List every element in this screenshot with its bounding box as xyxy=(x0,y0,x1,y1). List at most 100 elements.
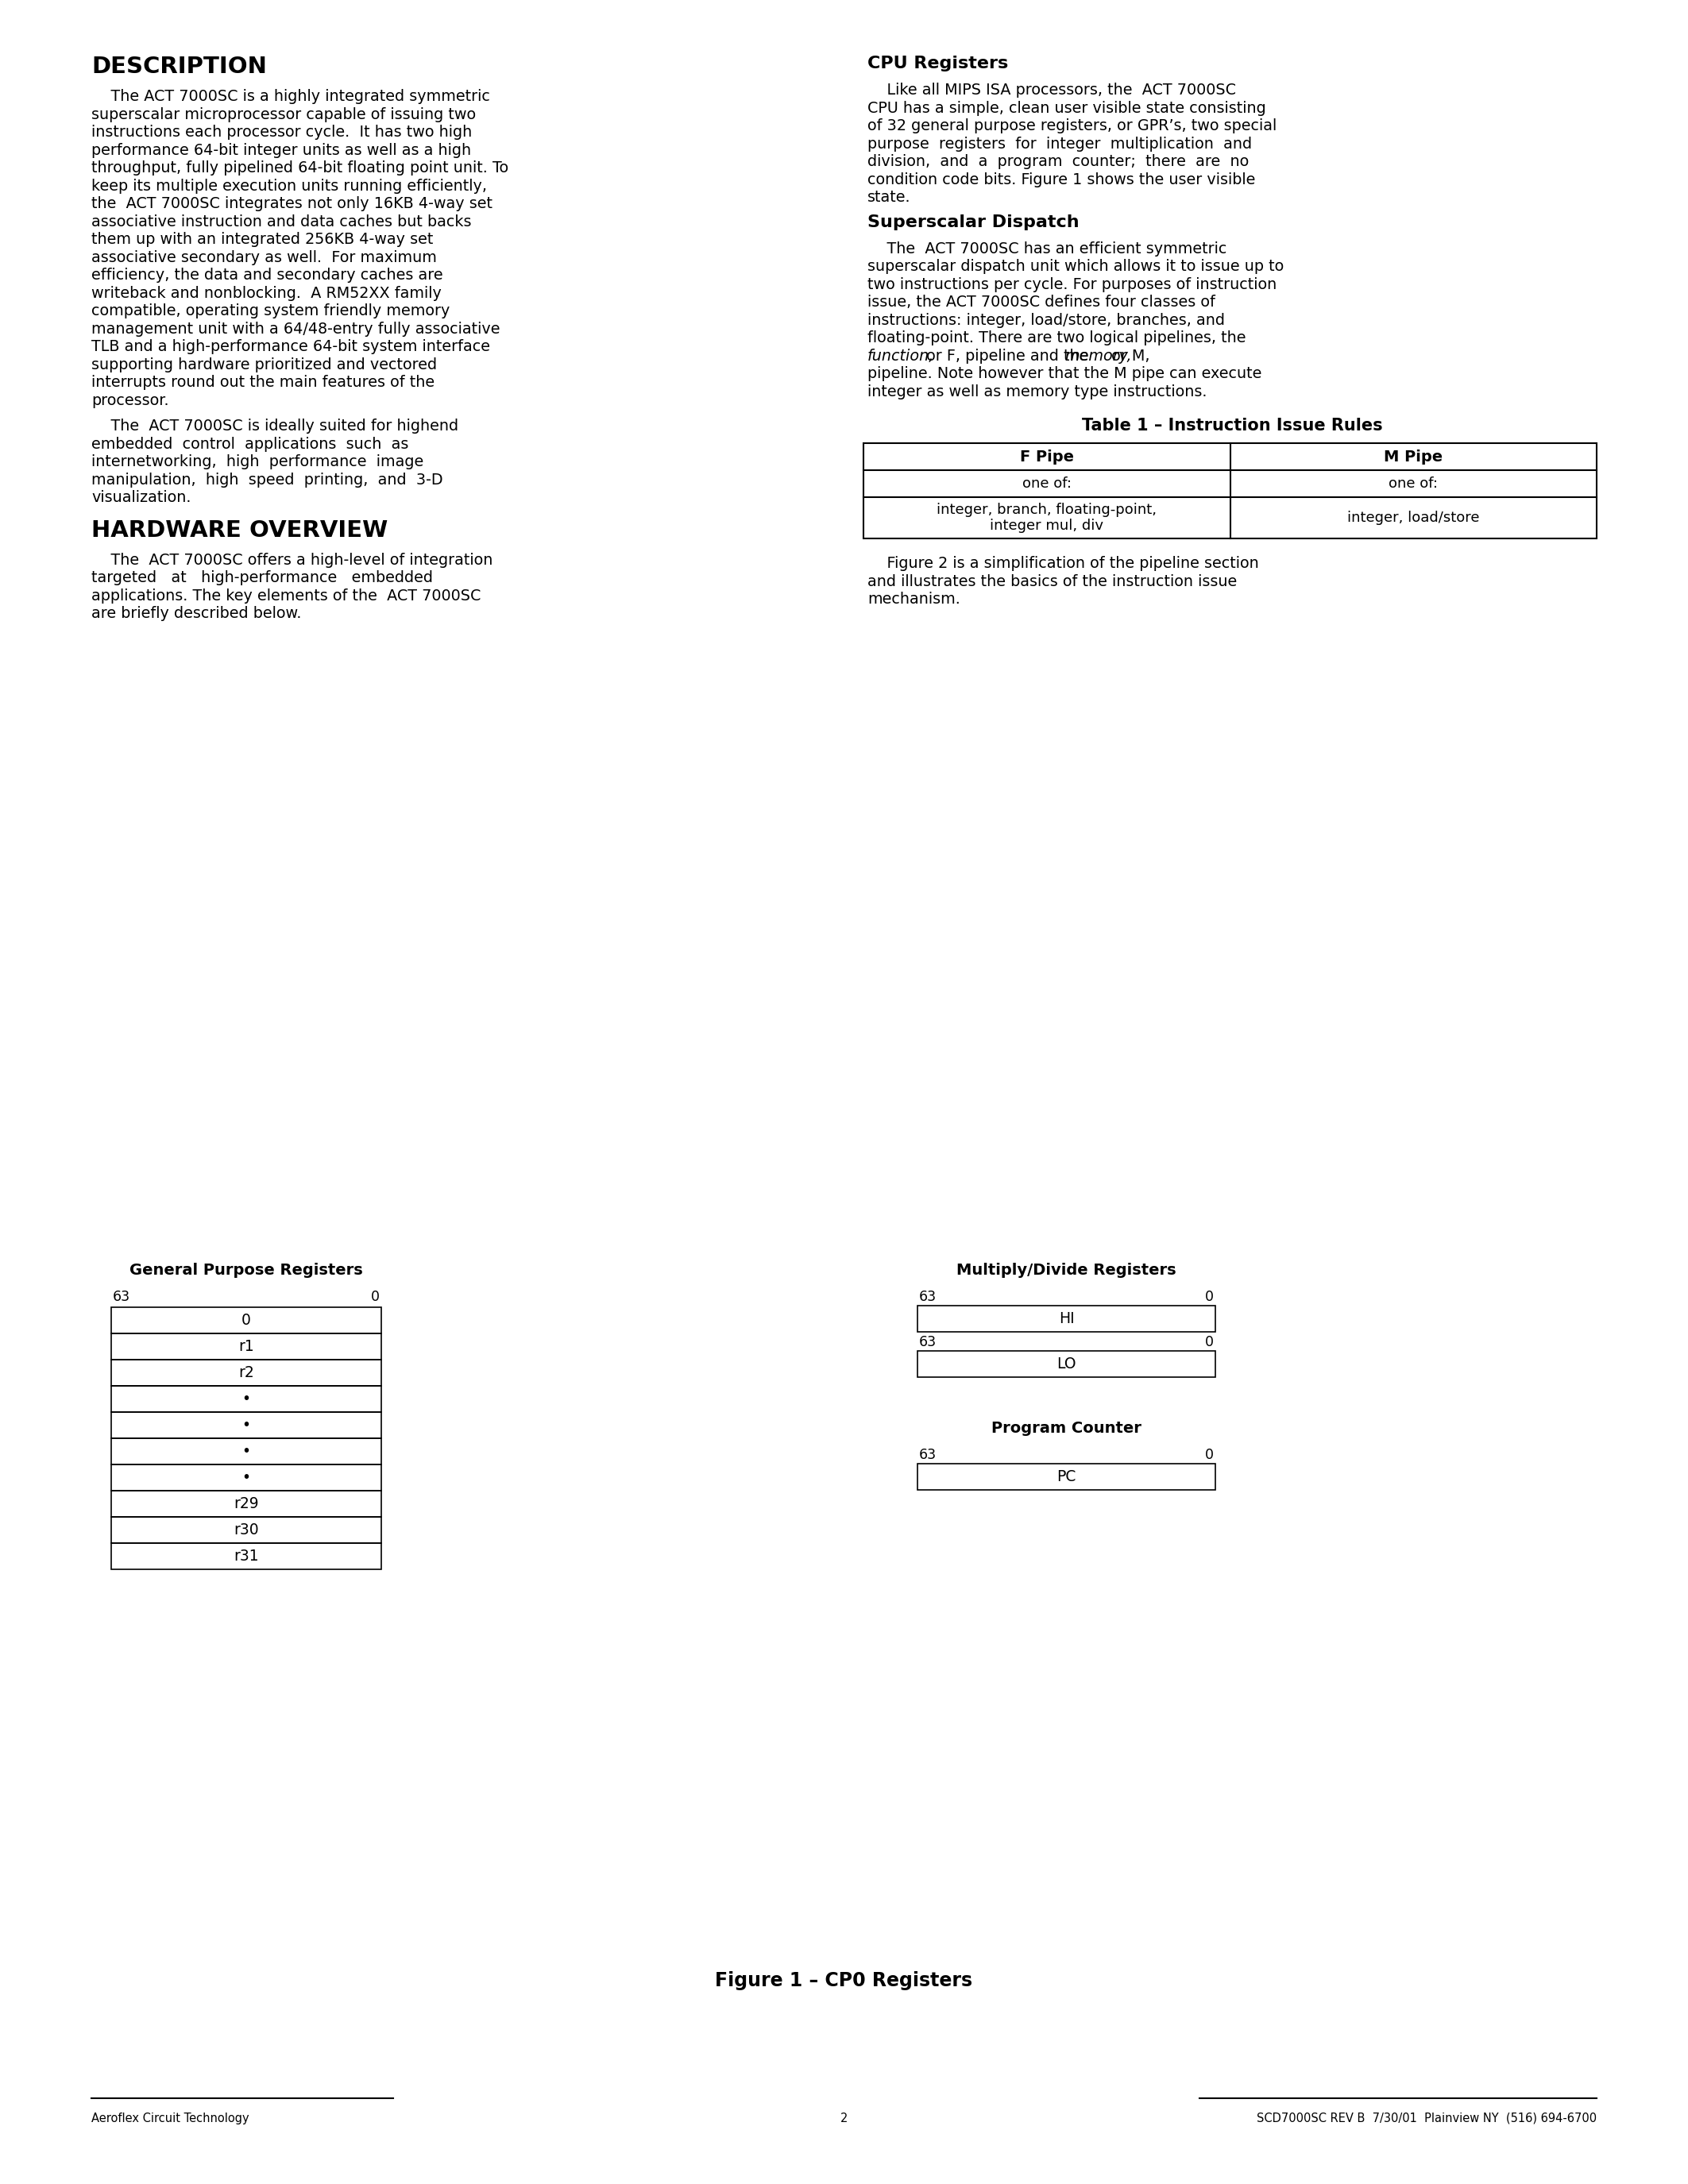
Text: condition code bits. Figure 1 shows the user visible: condition code bits. Figure 1 shows the … xyxy=(868,173,1256,188)
Text: associative instruction and data caches but backs: associative instruction and data caches … xyxy=(91,214,471,229)
Text: M Pipe: M Pipe xyxy=(1384,450,1443,465)
Text: associative secondary as well.  For maximum: associative secondary as well. For maxim… xyxy=(91,249,437,264)
Text: two instructions per cycle. For purposes of instruction: two instructions per cycle. For purposes… xyxy=(868,277,1276,293)
Text: superscalar microprocessor capable of issuing two: superscalar microprocessor capable of is… xyxy=(91,107,476,122)
Text: The  ACT 7000SC offers a high-level of integration: The ACT 7000SC offers a high-level of in… xyxy=(91,553,493,568)
Text: The  ACT 7000SC is ideally suited for highend: The ACT 7000SC is ideally suited for hig… xyxy=(91,419,459,435)
Text: HI: HI xyxy=(1058,1310,1074,1326)
Text: LO: LO xyxy=(1057,1356,1077,1372)
Text: CPU has a simple, clean user visible state consisting: CPU has a simple, clean user visible sta… xyxy=(868,100,1266,116)
Bar xyxy=(111,1361,381,1387)
Bar xyxy=(111,1334,381,1361)
Text: r2: r2 xyxy=(238,1365,255,1380)
Text: supporting hardware prioritized and vectored: supporting hardware prioritized and vect… xyxy=(91,356,437,371)
Text: DESCRIPTION: DESCRIPTION xyxy=(91,55,267,79)
Text: integer as well as memory type instructions.: integer as well as memory type instructi… xyxy=(868,384,1207,400)
Text: 63: 63 xyxy=(918,1334,937,1350)
Text: 0: 0 xyxy=(371,1291,380,1304)
Text: F Pipe: F Pipe xyxy=(1020,450,1074,465)
Text: 0: 0 xyxy=(1205,1334,1214,1350)
Text: Aeroflex Circuit Technology: Aeroflex Circuit Technology xyxy=(91,2112,250,2125)
Text: CPU Registers: CPU Registers xyxy=(868,55,1008,72)
Text: efficiency, the data and secondary caches are: efficiency, the data and secondary cache… xyxy=(91,269,442,282)
Text: one of:: one of: xyxy=(1023,476,1072,491)
Text: compatible, operating system friendly memory: compatible, operating system friendly me… xyxy=(91,304,451,319)
Text: r29: r29 xyxy=(233,1496,258,1511)
Text: processor.: processor. xyxy=(91,393,169,408)
Text: keep its multiple execution units running efficiently,: keep its multiple execution units runnin… xyxy=(91,179,486,194)
Bar xyxy=(111,1518,381,1544)
Text: 63: 63 xyxy=(918,1291,937,1304)
Text: HARDWARE OVERVIEW: HARDWARE OVERVIEW xyxy=(91,520,388,542)
Text: General Purpose Registers: General Purpose Registers xyxy=(130,1262,363,1278)
Text: pipeline. Note however that the M pipe can execute: pipeline. Note however that the M pipe c… xyxy=(868,367,1261,382)
Text: Superscalar Dispatch: Superscalar Dispatch xyxy=(868,214,1079,229)
Text: 0: 0 xyxy=(241,1313,252,1328)
Bar xyxy=(111,1413,381,1439)
Text: division,  and  a  program  counter;  there  are  no: division, and a program counter; there a… xyxy=(868,155,1249,168)
Text: throughput, fully pipelined 64-bit floating point unit. To: throughput, fully pipelined 64-bit float… xyxy=(91,159,508,175)
Text: r1: r1 xyxy=(238,1339,255,1354)
Text: Multiply/Divide Registers: Multiply/Divide Registers xyxy=(957,1262,1177,1278)
Text: one of:: one of: xyxy=(1389,476,1438,491)
Text: Program Counter: Program Counter xyxy=(991,1422,1141,1435)
Bar xyxy=(111,1439,381,1465)
Text: SCD7000SC REV B  7/30/01  Plainview NY  (516) 694-6700: SCD7000SC REV B 7/30/01 Plainview NY (51… xyxy=(1256,2112,1597,2125)
Text: them up with an integrated 256KB 4-way set: them up with an integrated 256KB 4-way s… xyxy=(91,232,434,247)
Bar xyxy=(111,1492,381,1518)
Text: state.: state. xyxy=(868,190,912,205)
Bar xyxy=(111,1308,381,1334)
Text: issue, the ACT 7000SC defines four classes of: issue, the ACT 7000SC defines four class… xyxy=(868,295,1215,310)
Text: targeted   at   high-performance   embedded: targeted at high-performance embedded xyxy=(91,570,432,585)
Text: management unit with a 64/48-entry fully associative: management unit with a 64/48-entry fully… xyxy=(91,321,500,336)
Text: mechanism.: mechanism. xyxy=(868,592,960,607)
Text: purpose  registers  for  integer  multiplication  and: purpose registers for integer multiplica… xyxy=(868,135,1252,151)
Text: The ACT 7000SC is a highly integrated symmetric: The ACT 7000SC is a highly integrated sy… xyxy=(91,90,490,105)
Text: •: • xyxy=(241,1417,250,1433)
Text: •: • xyxy=(241,1470,250,1485)
Text: 0: 0 xyxy=(1205,1448,1214,1461)
Text: instructions each processor cycle.  It has two high: instructions each processor cycle. It ha… xyxy=(91,124,473,140)
Text: writeback and nonblocking.  A RM52XX family: writeback and nonblocking. A RM52XX fami… xyxy=(91,286,442,301)
Text: interrupts round out the main features of the: interrupts round out the main features o… xyxy=(91,376,434,391)
Text: and illustrates the basics of the instruction issue: and illustrates the basics of the instru… xyxy=(868,574,1237,590)
Bar xyxy=(111,1544,381,1570)
Bar xyxy=(918,1306,1215,1332)
Text: integer, branch, floating-point,
integer mul, div: integer, branch, floating-point, integer… xyxy=(937,502,1156,533)
Text: manipulation,  high  speed  printing,  and  3-D: manipulation, high speed printing, and 3… xyxy=(91,472,442,487)
Bar xyxy=(111,1387,381,1413)
Text: function,: function, xyxy=(868,347,935,363)
Bar xyxy=(918,1352,1215,1378)
Text: or M,: or M, xyxy=(1106,347,1150,363)
Bar xyxy=(918,1463,1215,1489)
Text: memory,: memory, xyxy=(1065,347,1133,363)
Text: PC: PC xyxy=(1057,1470,1077,1485)
Text: instructions: integer, load/store, branches, and: instructions: integer, load/store, branc… xyxy=(868,312,1225,328)
Text: 63: 63 xyxy=(113,1291,130,1304)
Text: the  ACT 7000SC integrates not only 16KB 4-way set: the ACT 7000SC integrates not only 16KB … xyxy=(91,197,493,212)
Bar xyxy=(111,1465,381,1492)
Text: are briefly described below.: are briefly described below. xyxy=(91,605,302,620)
Text: 2: 2 xyxy=(841,2112,847,2125)
Text: TLB and a high-performance 64-bit system interface: TLB and a high-performance 64-bit system… xyxy=(91,339,490,354)
Text: 63: 63 xyxy=(918,1448,937,1461)
Text: Table 1 – Instruction Issue Rules: Table 1 – Instruction Issue Rules xyxy=(1082,417,1382,435)
Text: •: • xyxy=(241,1444,250,1459)
Text: visualization.: visualization. xyxy=(91,489,191,505)
Bar xyxy=(864,443,1597,539)
Text: integer, load/store: integer, load/store xyxy=(1347,511,1479,524)
Text: Figure 1 – CP0 Registers: Figure 1 – CP0 Registers xyxy=(716,1972,972,1990)
Text: r30: r30 xyxy=(233,1522,258,1538)
Text: applications. The key elements of the  ACT 7000SC: applications. The key elements of the AC… xyxy=(91,587,481,603)
Text: internetworking,  high  performance  image: internetworking, high performance image xyxy=(91,454,424,470)
Text: embedded  control  applications  such  as: embedded control applications such as xyxy=(91,437,408,452)
Text: superscalar dispatch unit which allows it to issue up to: superscalar dispatch unit which allows i… xyxy=(868,260,1285,273)
Text: r31: r31 xyxy=(233,1548,258,1564)
Text: Figure 2 is a simplification of the pipeline section: Figure 2 is a simplification of the pipe… xyxy=(868,557,1259,570)
Text: The  ACT 7000SC has an efficient symmetric: The ACT 7000SC has an efficient symmetri… xyxy=(868,240,1227,256)
Text: floating-point. There are two logical pipelines, the: floating-point. There are two logical pi… xyxy=(868,330,1246,345)
Text: or F, pipeline and the: or F, pipeline and the xyxy=(922,347,1094,363)
Text: performance 64-bit integer units as well as a high: performance 64-bit integer units as well… xyxy=(91,142,471,157)
Text: Like all MIPS ISA processors, the  ACT 7000SC: Like all MIPS ISA processors, the ACT 70… xyxy=(868,83,1236,98)
Text: •: • xyxy=(241,1391,250,1406)
